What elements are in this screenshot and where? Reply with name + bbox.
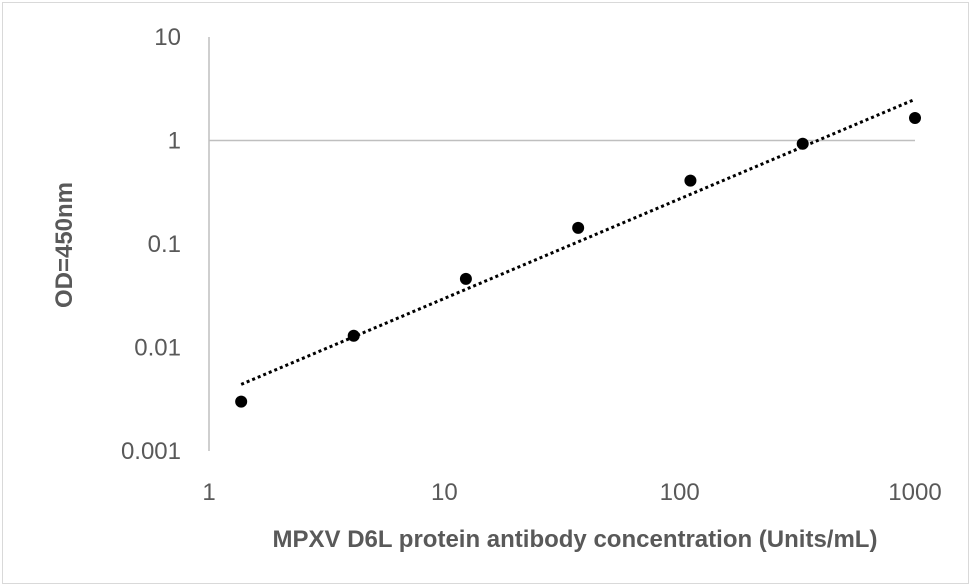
data-point xyxy=(347,329,360,342)
trendline xyxy=(240,97,916,386)
y-axis-title: OD=450nm xyxy=(51,182,78,308)
data-point xyxy=(796,137,809,150)
y-tick-label: 1 xyxy=(168,128,181,155)
data-point xyxy=(909,111,921,124)
x-tick-label: 10 xyxy=(431,479,458,506)
y-tick-label: 0.01 xyxy=(134,335,181,362)
x-axis-title: MPXV D6L protein antibody concentration … xyxy=(273,526,878,553)
y-tick-label: 0.1 xyxy=(148,231,181,258)
data-points xyxy=(235,111,921,408)
x-tick-label: 1 xyxy=(202,479,215,506)
data-point xyxy=(235,395,248,408)
y-tick-label: 10 xyxy=(154,24,181,51)
data-point xyxy=(459,272,472,285)
axes xyxy=(208,37,915,451)
data-point xyxy=(684,174,697,187)
trendline-group xyxy=(240,97,916,386)
y-axis-ticks: 0.001 0.01 0.1 1 10 xyxy=(121,24,181,465)
x-tick-label: 1000 xyxy=(888,479,941,506)
x-tick-label: 100 xyxy=(660,479,700,506)
data-point xyxy=(572,221,585,234)
x-axis-ticks: 1 10 100 1000 xyxy=(202,479,941,506)
y-tick-label: 0.001 xyxy=(121,438,181,465)
